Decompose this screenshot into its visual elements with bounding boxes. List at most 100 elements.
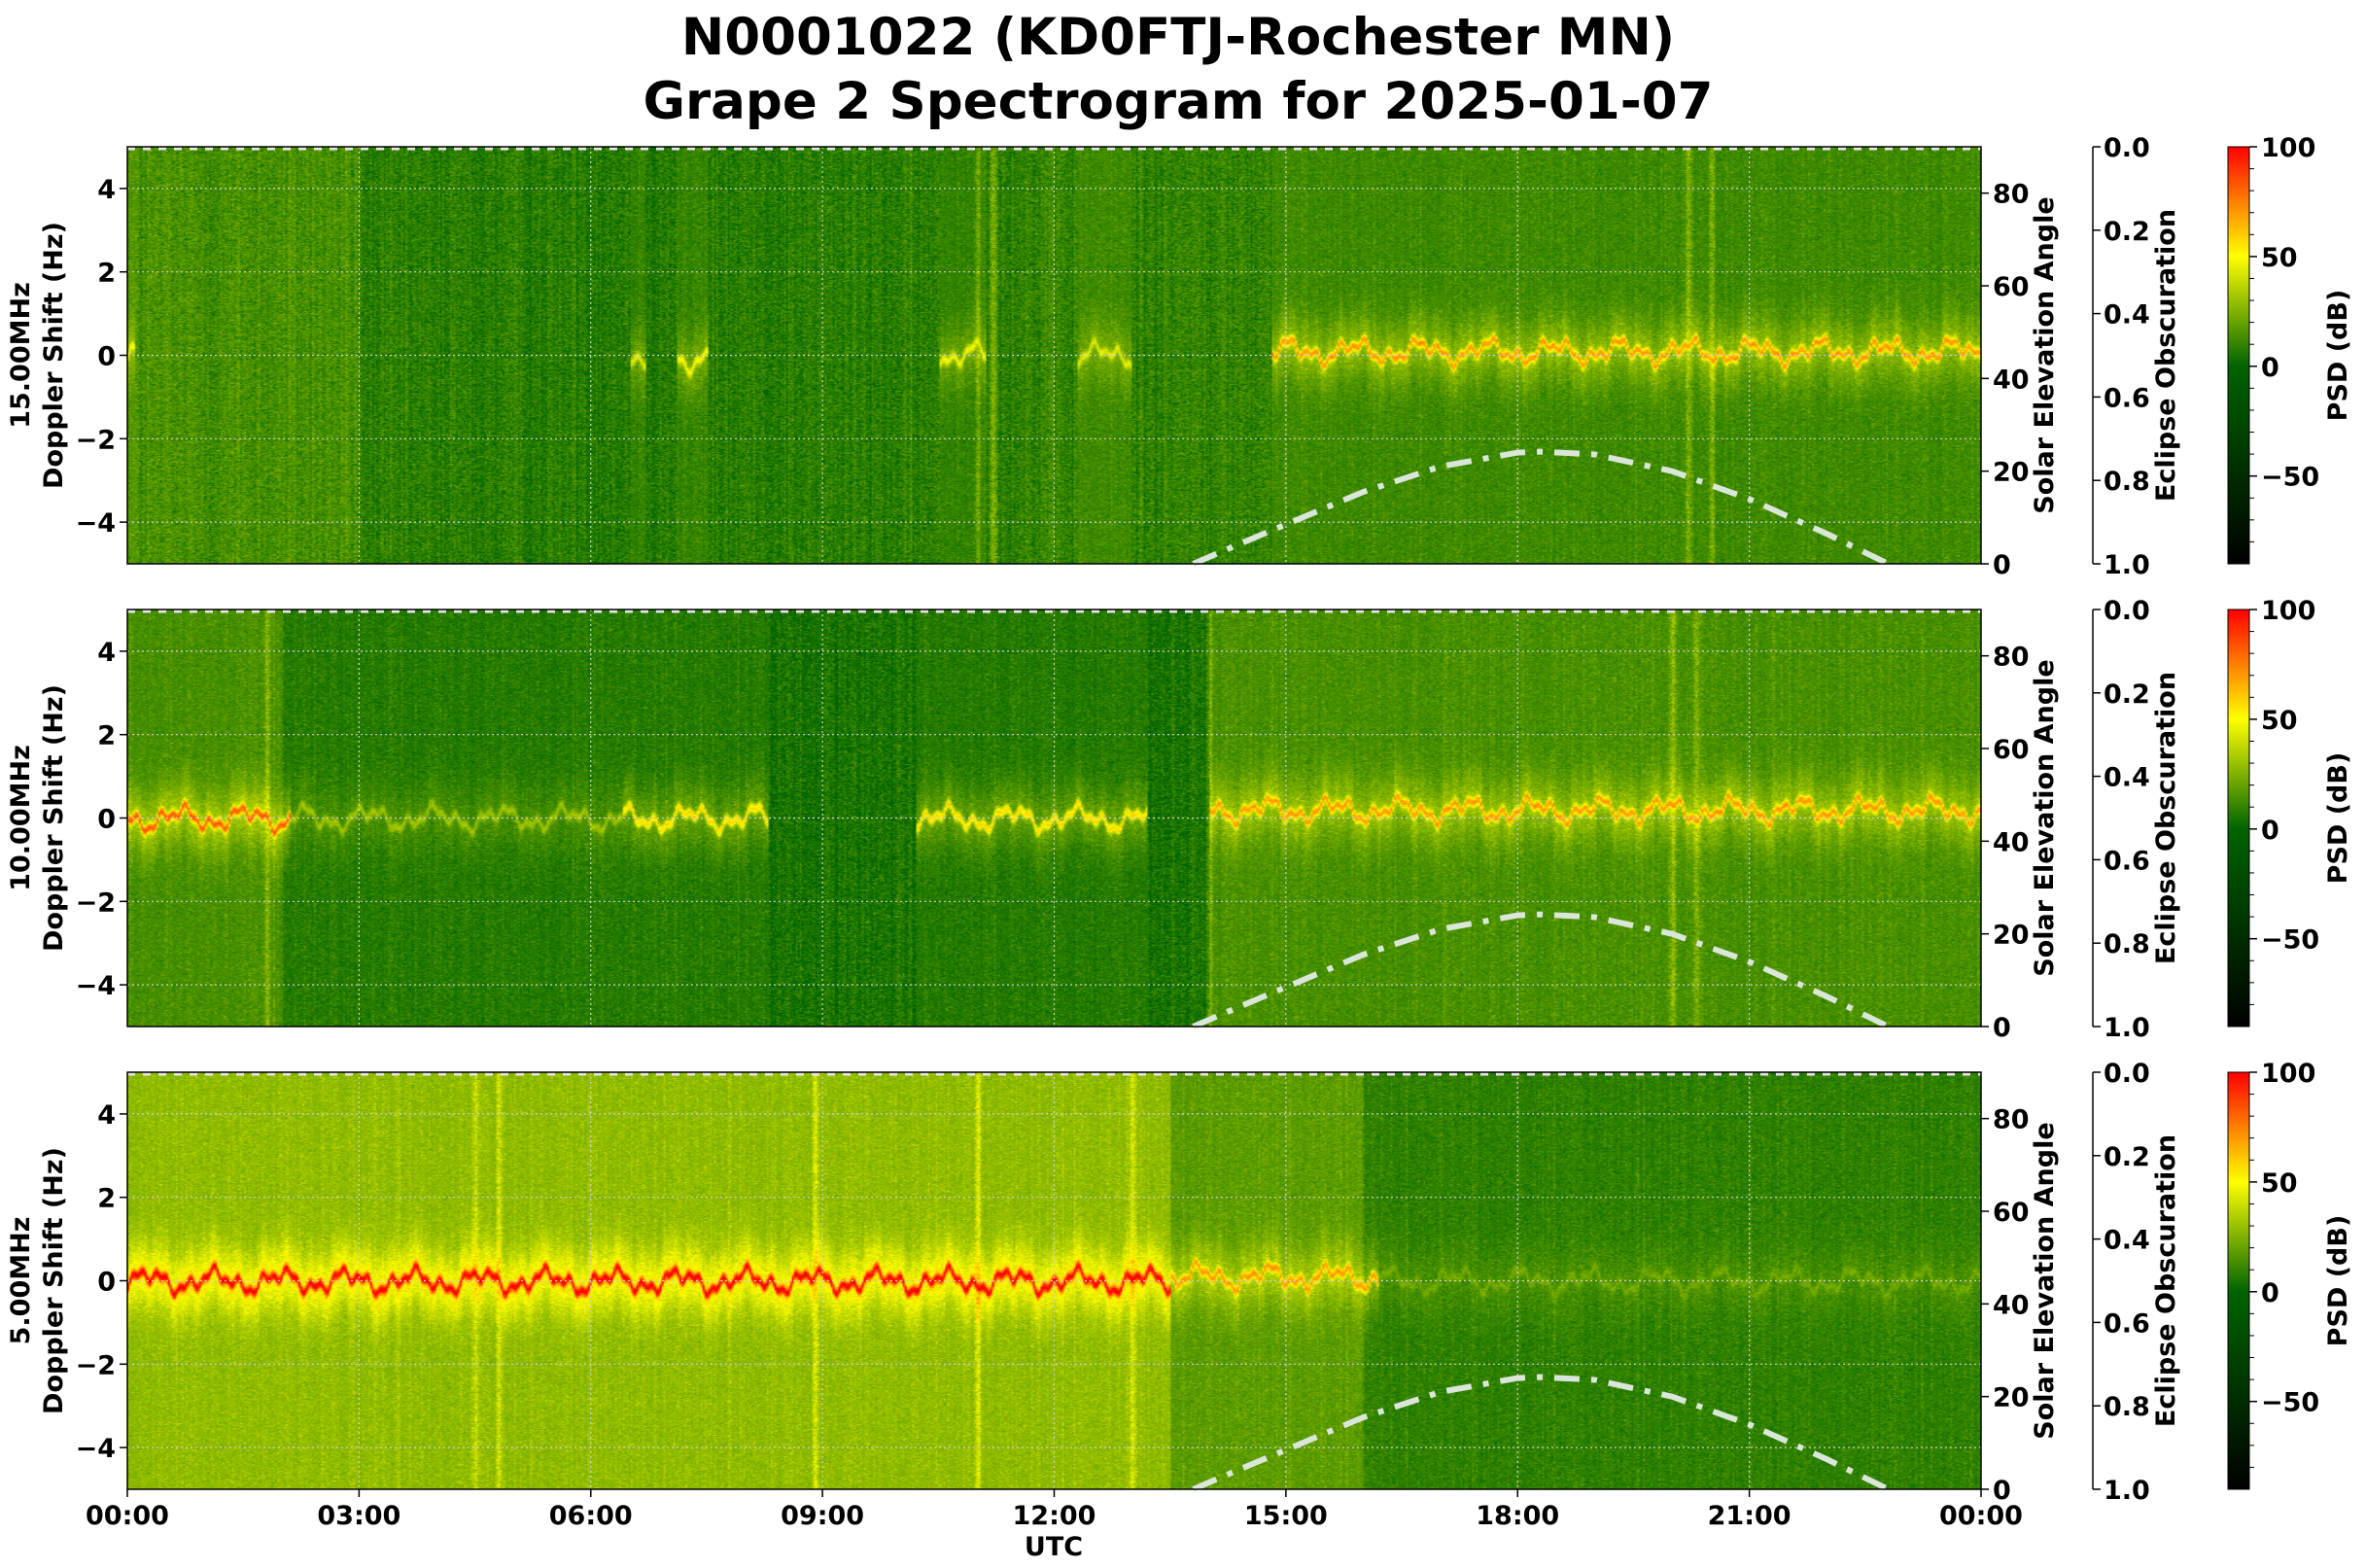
colorbar [2227,1071,2250,1490]
y2-tick-label: 20 [1993,458,2030,488]
y3-tick-label: 0.2 [2104,217,2150,247]
x-tick-label: 03:00 [317,1501,400,1531]
colorbar-tick-label: −50 [2261,463,2319,493]
x-tick-label: 15:00 [1244,1501,1328,1531]
y-tick-label: −4 [76,971,116,1001]
y2-tick-label: 80 [1993,180,2030,210]
y3-tick-label: 1.0 [2104,550,2150,580]
panel-axes-2: −4 −2 0 2 4 5.00MHz Doppler Shift (Hz) 0 20 40 60 8… [6,1059,2353,1506]
y-tick-label: 0 [97,805,116,835]
x-tick-label: 00:00 [1939,1501,2023,1531]
y2-tick-label: 60 [1993,735,2030,765]
colorbar [2227,146,2250,565]
x-tick-label: 12:00 [1013,1501,1096,1531]
colorbar-tick-label: 0 [2261,353,2279,383]
y3-tick-label: 1.0 [2104,1013,2150,1043]
y-tick-label: −4 [76,508,116,539]
y-tick-label: −2 [76,1350,116,1380]
y2-tick-label: 40 [1993,1290,2030,1320]
eclipse-obscuration-label: Eclipse Obscuration [2151,1134,2181,1427]
panel-axes-1: −4 −2 0 2 4 10.00MHz Doppler Shift (Hz) 0 20 40 60… [6,596,2353,1043]
solar-elevation-label: Solar Elevation Angle [2030,196,2060,513]
y3-tick-label: 0.6 [2104,846,2150,876]
y-axis-label-line2: Doppler Shift (Hz) [39,684,69,952]
y-tick-label: 2 [97,1184,116,1214]
y3-tick-label: 1.0 [2104,1476,2150,1506]
y2-tick-label: 80 [1993,1105,2030,1135]
y-axis-label-line1: 5.00MHz [6,1217,36,1345]
figure-title-line1: N0001022 (KD0FTJ-Rochester MN) [681,8,1675,67]
colorbar-tick-label: −50 [2261,1388,2319,1418]
x-axis-label: UTC [1025,1532,1083,1562]
y2-tick-label: 20 [1993,921,2030,951]
y3-tick-label: 0.6 [2104,383,2150,413]
y3-tick-label: 0.8 [2104,929,2150,959]
y-tick-label: −2 [76,888,116,918]
x-tick-label: 09:00 [781,1501,864,1531]
colorbar-tick-label: 100 [2261,596,2315,626]
y3-tick-label: 0.0 [2104,596,2150,626]
y3-tick-label: 0.4 [2104,300,2150,331]
colorbar-tick-label: 50 [2261,706,2298,736]
y-tick-label: 4 [97,175,116,205]
y-axis-label-line1: 10.00MHz [6,745,36,891]
y2-tick-label: 40 [1993,827,2030,857]
colorbar-tick-label: 0 [2261,816,2279,846]
y-axis-label-line2: Doppler Shift (Hz) [39,222,69,489]
y-tick-label: −2 [76,425,116,455]
y-tick-label: −4 [76,1434,116,1464]
colorbar-tick-label: 100 [2261,133,2315,163]
colorbar-label: PSD (dB) [2323,752,2353,885]
colorbar-tick-label: 0 [2261,1278,2279,1308]
colorbar-label: PSD (dB) [2323,290,2353,422]
y2-tick-label: 40 [1993,365,2030,395]
y-tick-label: 2 [97,721,116,751]
solar-elevation-curve [1192,448,1890,567]
y2-tick-label: 20 [1993,1383,2030,1413]
colorbar-tick-label: 50 [2261,1168,2298,1199]
y-tick-label: 2 [97,259,116,289]
y-axis-label-line1: 15.00MHz [6,282,36,429]
x-tick-label: 18:00 [1476,1501,1559,1531]
y-tick-label: 0 [97,342,116,372]
eclipse-obscuration-label: Eclipse Obscuration [2151,672,2181,964]
panel-axes-0: −4 −2 0 2 4 15.00MHz Doppler Shift (Hz) 0 20 40 60… [6,133,2353,580]
y3-tick-label: 0.0 [2104,1059,2150,1089]
eclipse-obscuration-label: Eclipse Obscuration [2151,209,2181,502]
y2-tick-label: 0 [1993,550,2011,580]
plot-frame [126,609,1982,1028]
colorbar-tick-label: 50 [2261,243,2298,273]
solar-elevation-label: Solar Elevation Angle [2030,1122,2060,1439]
solar-elevation-curve [1192,911,1890,1029]
solar-elevation-label: Solar Elevation Angle [2030,659,2060,976]
y2-tick-label: 60 [1993,1198,2030,1228]
colorbar [2227,609,2250,1028]
colorbar-tick-label: −50 [2261,925,2319,956]
y3-tick-label: 0.6 [2104,1308,2150,1339]
y3-tick-label: 0.2 [2104,679,2150,710]
y3-tick-label: 0.2 [2104,1142,2150,1172]
y-tick-label: 0 [97,1268,116,1298]
plot-frame [126,146,1982,565]
y-tick-label: 4 [97,638,116,668]
y-axis-label-line2: Doppler Shift (Hz) [39,1147,69,1414]
colorbar-label: PSD (dB) [2323,1215,2353,1347]
y3-tick-label: 0.8 [2104,467,2150,497]
x-tick-label: 06:00 [549,1501,633,1531]
y2-tick-label: 0 [1993,1013,2011,1043]
y3-tick-label: 0.0 [2104,133,2150,163]
y2-tick-label: 80 [1993,643,2030,673]
colorbar-tick-label: 100 [2261,1059,2315,1089]
x-tick-label: 00:00 [86,1501,169,1531]
x-tick-label: 21:00 [1708,1501,1791,1531]
figure-title-line2: Grape 2 Spectrogram for 2025-01-07 [643,72,1713,131]
y2-tick-label: 60 [1993,272,2030,302]
y3-tick-label: 0.4 [2104,763,2150,793]
y-tick-label: 4 [97,1100,116,1131]
solar-elevation-curve [1192,1374,1890,1492]
y2-tick-label: 0 [1993,1476,2011,1506]
y3-tick-label: 0.8 [2104,1392,2150,1422]
y3-tick-label: 0.4 [2104,1226,2150,1256]
